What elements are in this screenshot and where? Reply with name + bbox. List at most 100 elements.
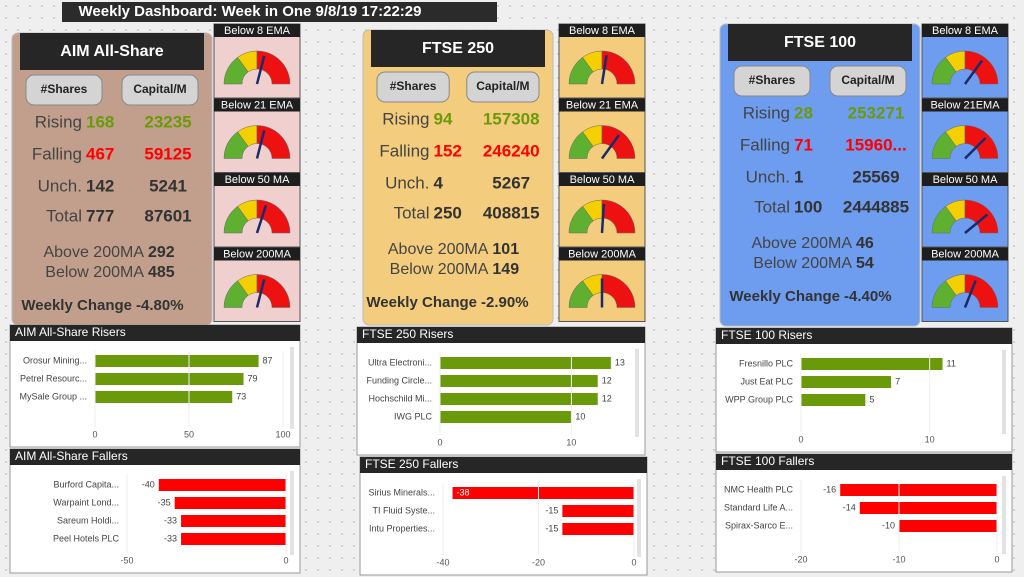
gauge-band (601, 50, 636, 85)
category-label: Ultra Electroni... (368, 357, 432, 367)
category-label: Warpaint Lond... (53, 497, 119, 507)
category-label: Burford Capita... (53, 479, 119, 489)
card-title: AIM All-Share (60, 43, 164, 60)
column-button[interactable] (25, 74, 103, 106)
gauge-needle (963, 280, 977, 308)
gauge-label-bar (922, 173, 1008, 186)
scrollbar (1002, 476, 1006, 554)
bar (440, 393, 598, 405)
chart-title: FTSE 100 Fallers (721, 454, 814, 468)
above-label: Above 200MA (388, 241, 489, 258)
gauge-label: Below 200MA (223, 248, 292, 260)
value-label: 87 (263, 355, 273, 365)
gauge-label-bar (559, 24, 645, 37)
card-header (728, 24, 912, 61)
card-title: FTSE 250 (422, 40, 494, 57)
bar (440, 357, 611, 369)
chart-title-bar (357, 327, 645, 343)
column-button[interactable] (829, 65, 907, 97)
row-label: Total (46, 206, 82, 225)
row-label: Rising (382, 109, 429, 128)
column-button[interactable] (376, 71, 450, 103)
x-tick-label: 0 (631, 557, 636, 567)
chart-title: FTSE 100 Risers (721, 328, 812, 342)
bar (840, 484, 997, 496)
column-button[interactable] (733, 65, 811, 97)
gauge-label-bar (922, 98, 1008, 112)
row-shares: 168 (86, 112, 114, 131)
value-label: 79 (248, 373, 258, 383)
category-label: Petrel Resourc... (20, 373, 87, 383)
value-label: 7 (895, 376, 900, 386)
column-button-label: #Shares (41, 82, 88, 96)
gauge-label: Below 50 MA (933, 174, 998, 186)
scrollbar (290, 471, 294, 555)
x-tick-label: -20 (794, 554, 807, 564)
row-capital: 5241 (149, 176, 187, 195)
chart-title-bar (10, 325, 300, 341)
gauge-needle (255, 205, 268, 234)
gauge-needle (255, 279, 266, 308)
bar (801, 394, 866, 406)
row-capital: 23235 (144, 112, 191, 131)
row-shares: 94 (434, 109, 453, 128)
chart-title-bar (10, 449, 300, 465)
bar (801, 376, 892, 388)
x-tick-label: -40 (436, 557, 449, 567)
gauge-band (256, 125, 291, 159)
bar (158, 479, 286, 491)
row-label: Unch. (385, 173, 429, 192)
gauge-label-bar (214, 173, 300, 186)
below-value: 149 (492, 261, 519, 278)
value-label: -16 (823, 484, 836, 494)
row-label: Falling (379, 141, 429, 160)
change-label: Weekly Change (366, 294, 477, 311)
bar (174, 497, 286, 509)
value-label: -15 (545, 523, 558, 533)
gauge-band (256, 274, 291, 308)
chart-panel (9, 324, 301, 448)
gauge-needle (600, 203, 606, 234)
change-label: Weekly Change (729, 288, 840, 305)
x-tick-label: -20 (532, 557, 545, 567)
above-value: 101 (492, 241, 519, 258)
chart-panel (9, 448, 301, 574)
value-label: 5 (869, 394, 874, 404)
gauge-needle (255, 55, 266, 85)
gauge-band (601, 125, 636, 159)
bar (440, 375, 598, 387)
category-label: NMC Health PLC (724, 484, 794, 494)
row-capital: 15960... (845, 135, 906, 154)
value-label: -33 (164, 515, 177, 525)
change-label: Weekly Change (21, 297, 132, 314)
gauge-needle (600, 134, 621, 160)
gauge-label: Below 50 MA (570, 174, 635, 186)
category-label: IWG PLC (394, 411, 433, 421)
row-label: Total (394, 203, 430, 222)
gauge-band (601, 274, 636, 308)
gauge-label: Below 21 EMA (221, 99, 294, 111)
below-label: Below 200MA (390, 261, 489, 278)
x-tick-label: 100 (275, 429, 290, 439)
gauge-needle (964, 137, 987, 160)
column-button[interactable] (121, 74, 199, 106)
x-tick-label: 10 (925, 434, 935, 444)
value-label: -40 (142, 479, 155, 489)
value-label: 12 (602, 375, 612, 385)
x-tick-label: 0 (994, 554, 999, 564)
gauge-label-bar (214, 24, 300, 37)
gauge-needle (964, 213, 989, 234)
category-label: Standard Life A... (724, 502, 793, 512)
gauge-label-bar (922, 247, 1008, 261)
scrollbar (635, 349, 639, 437)
row-shares: 152 (434, 141, 462, 160)
gauge-needle (255, 130, 266, 159)
row-shares: 71 (794, 135, 813, 154)
category-label: Orosur Mining... (23, 355, 87, 365)
below-label: Below 200MA (45, 264, 144, 281)
column-button[interactable] (466, 71, 540, 103)
chart-title: AIM All-Share Risers (15, 325, 126, 339)
gauge-label: Below 21EMA (930, 99, 1000, 111)
category-label: TI Fluid Syste... (372, 505, 435, 515)
